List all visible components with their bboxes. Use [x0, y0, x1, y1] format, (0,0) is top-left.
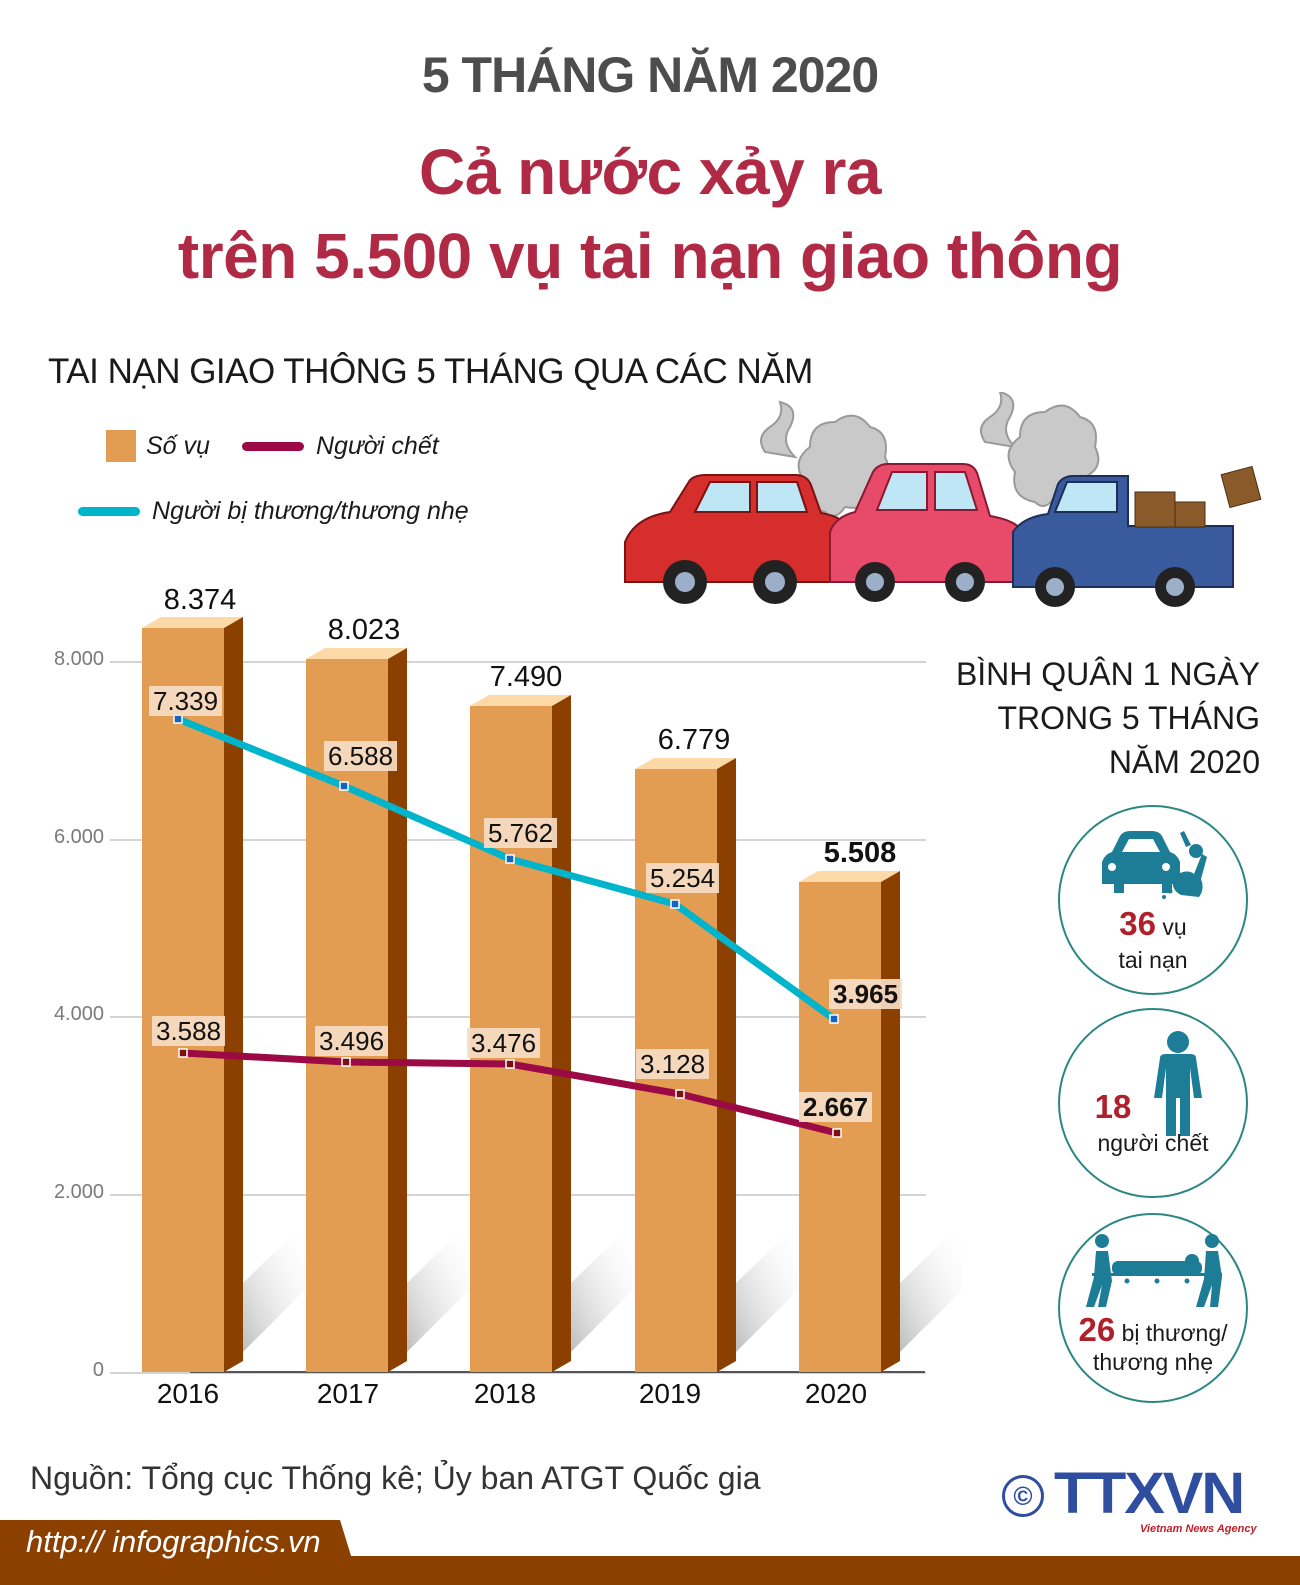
ytick-8000: 8.000 [53, 648, 104, 670]
gridline-0 [110, 1372, 926, 1374]
xlabel-2020: 2020 [804, 1378, 868, 1409]
car-crash-illustration-icon [624, 392, 1262, 607]
daily-average-title-line-3: NĂM 2020 [1108, 744, 1260, 780]
stretcher-icon [1086, 1234, 1222, 1307]
injured-label-2017: 6.588 [324, 741, 398, 771]
daily-average-title: BÌNH QUÂN 1 NGÀY TRONG 5 THÁNG NĂM 2020 [956, 652, 1260, 784]
bar-label-2020: 5.508 [823, 837, 897, 869]
injured-label-2016: 7.339 [149, 686, 223, 716]
xlabel-2017: 2017 [316, 1378, 380, 1409]
legend-bar-swatch [106, 430, 136, 462]
person-icon [1154, 1031, 1202, 1136]
deaths-label-2016: 3.588 [152, 1016, 226, 1046]
gridline-8000 [110, 661, 926, 663]
ttxvn-logo: TTXVN [1054, 1461, 1245, 1526]
stat-deaths-number: 18 [1094, 1088, 1132, 1125]
xlabel-2016: 2016 [156, 1378, 220, 1409]
copyright-symbol: © [1013, 1481, 1033, 1511]
headline-line-2: trên 5.500 vụ tai nạn giao thông [177, 220, 1123, 292]
stat-circle-injured: 26 bị thương/ thương nhẹ [1058, 1213, 1248, 1403]
deaths-label-2017: 3.496 [315, 1026, 389, 1056]
footer-url-tab [0, 1520, 360, 1585]
stat-deaths-number-wrap: 18 [1020, 1090, 1206, 1125]
stat-injured-line-1: 26 bị thương/ [1060, 1313, 1246, 1348]
bar-label-2018: 7.490 [489, 661, 563, 693]
stat-deaths-label: người chết [1097, 1130, 1209, 1156]
legend-injured: Người bị thương/thương nhẹ [78, 497, 469, 526]
bar-label-2016: 8.374 [163, 584, 237, 616]
gridline-4000 [110, 1016, 926, 1018]
legend-deaths-label: Người chết [316, 432, 439, 460]
stat-accidents-line-1: 36 vụ [1060, 907, 1246, 942]
xlabel-2019: 2019 [638, 1378, 702, 1409]
stat-injured-unit: bị thương/ [1121, 1320, 1228, 1346]
source-note: Nguồn: Tổng cục Thống kê; Ủy ban ATGT Qu… [30, 1460, 761, 1496]
daily-average-title-line-2: TRONG 5 THÁNG [997, 700, 1260, 736]
xlabel-2018: 2018 [473, 1378, 537, 1409]
gridline-2000 [110, 1194, 926, 1196]
legend-deaths-swatch [242, 442, 304, 451]
injured-label-2019: 5.254 [646, 863, 720, 893]
stat-injured-number: 26 [1078, 1311, 1116, 1348]
stat-injured-line-2: thương nhẹ [1092, 1349, 1213, 1375]
bar-label-2019: 6.779 [657, 724, 731, 756]
injured-label-2018: 5.762 [484, 818, 558, 848]
legend-accidents-label: Số vụ [146, 431, 210, 460]
stat-accidents-number: 36 [1119, 905, 1157, 942]
ttxvn-logo-subtitle: Vietnam News Agency [1140, 1523, 1257, 1535]
headline-line-1: Cả nước xảy ra [419, 136, 881, 208]
copyright-icon: © [1002, 1475, 1044, 1517]
stat-circle-deaths: 18 người chết [1058, 1008, 1248, 1198]
ytick-0: 0 [92, 1359, 104, 1381]
footer-url-link[interactable]: http:// infographics.vn [26, 1524, 321, 1559]
ytick-2000: 2.000 [53, 1181, 104, 1203]
legend-injured-swatch [78, 507, 140, 516]
legend-deaths: Người chết [242, 432, 439, 461]
daily-average-title-line-1: BÌNH QUÂN 1 NGÀY [955, 656, 1260, 692]
stat-accidents-unit: vụ [1162, 914, 1187, 940]
stat-circle-accidents: 36 vụ tai nạn [1058, 805, 1248, 995]
kicker-title: 5 THÁNG NĂM 2020 [421, 47, 879, 103]
deaths-label-2019: 3.128 [636, 1049, 710, 1079]
injured-label-2020: 3.965 [829, 979, 903, 1009]
car-motorbike-crash-icon [1102, 831, 1207, 899]
chart-title: TAI NẠN GIAO THÔNG 5 THÁNG QUA CÁC NĂM [48, 352, 813, 391]
deaths-label-2020: 2.667 [799, 1092, 873, 1122]
legend-accidents: Số vụ [106, 430, 210, 462]
headline: Cả nước xảy ra trên 5.500 vụ tai nạn gia… [0, 130, 1300, 298]
stat-accidents-line-2: tai nạn [1118, 947, 1188, 973]
legend-injured-label: Người bị thương/thương nhẹ [152, 497, 469, 525]
x-axis-line [190, 1371, 925, 1373]
ytick-6000: 6.000 [53, 826, 104, 848]
deaths-label-2018: 3.476 [467, 1028, 541, 1058]
bar-label-2017: 8.023 [327, 614, 401, 646]
ytick-4000: 4.000 [53, 1003, 104, 1025]
